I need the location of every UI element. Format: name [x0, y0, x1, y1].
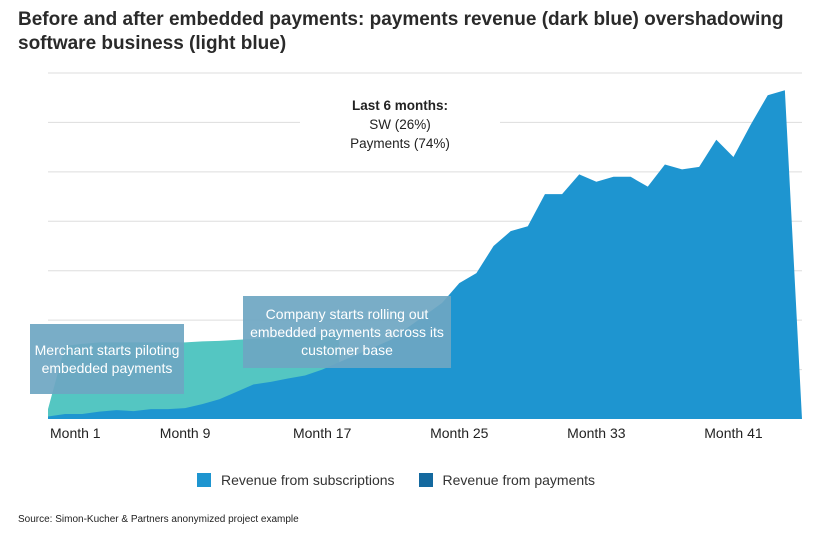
legend-swatch-payments	[418, 473, 433, 487]
legend-label-payments: Revenue from payments	[442, 472, 596, 488]
x-tick-label: Month 25	[430, 425, 489, 441]
callout-merchant-pilot: Merchant starts piloting embedded paymen…	[30, 324, 184, 394]
legend-label-subscriptions: Revenue from subscriptions	[221, 472, 395, 488]
legend-item-payments: Revenue from payments	[418, 472, 596, 488]
x-tick-label: Month 17	[293, 425, 352, 441]
summary-payments-share: Payments (74%)	[350, 136, 450, 151]
callout-rollout: Company starts rolling out embedded paym…	[243, 296, 451, 368]
source-note: Source: Simon-Kucher & Partners anonymiz…	[18, 514, 299, 525]
x-tick-label: Month 33	[567, 425, 626, 441]
x-tick-label: Month 41	[704, 425, 763, 441]
x-tick-label: Month 9	[160, 425, 211, 441]
area-chart: Month 1 Month 9 Month 17 Month 25 Month 33 Mo…	[48, 72, 802, 441]
callout-rollout-text: Company starts rolling out embedded paym…	[250, 306, 444, 358]
summary-heading: Last 6 months:	[351, 98, 448, 113]
summary-sw-share: SW (26%)	[369, 117, 431, 132]
last-six-months-summary: Last 6 months: SW (26%) Payments (74%)	[300, 96, 500, 153]
legend-swatch-subscriptions	[197, 473, 211, 487]
area-revenue-payments	[48, 90, 802, 420]
chart-title: Before and after embedded payments: paym…	[18, 9, 784, 54]
legend-item-subscriptions: Revenue from subscriptions	[197, 472, 395, 488]
chart-legend: Revenue from subscriptions Revenue from …	[197, 472, 619, 488]
callout-merchant-pilot-text: Merchant starts piloting embedded paymen…	[34, 342, 180, 376]
x-tick-label: Month 1	[50, 425, 101, 441]
